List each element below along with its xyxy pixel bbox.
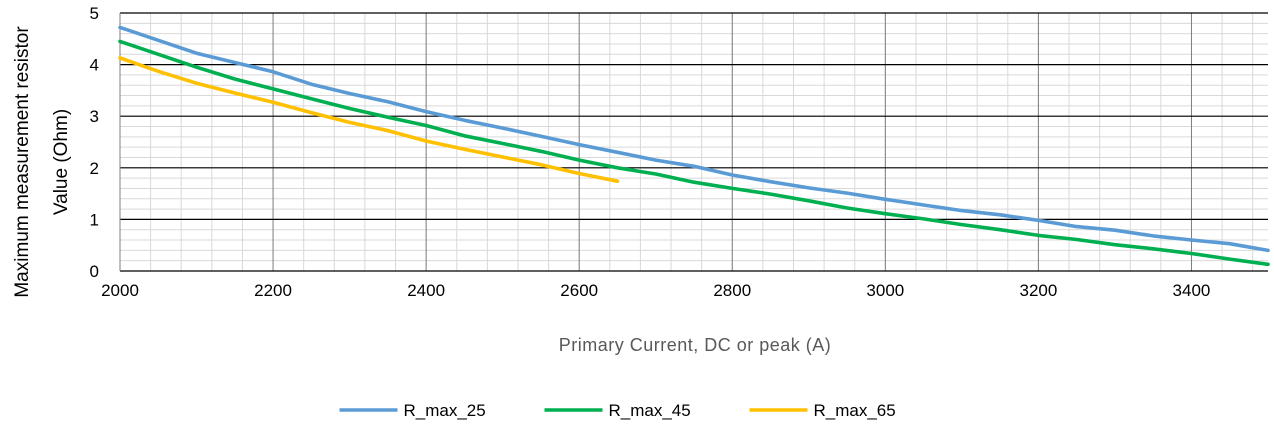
y-tick-label: 4 [90, 56, 99, 75]
x-tick-label: 3000 [866, 281, 904, 300]
y-tick-label: 3 [90, 107, 99, 126]
y-axis-ticks: 0 1 2 3 4 5 [90, 4, 99, 281]
series-lines [118, 25, 1270, 267]
x-tick-label: 2000 [101, 281, 139, 300]
major-gridlines [119, 12, 1268, 272]
y-axis-label-line-2: Value (Ohm) [51, 109, 72, 215]
x-tick-label: 2400 [407, 281, 445, 300]
y-tick-label: 2 [90, 159, 99, 178]
x-axis-ticks: 2000 2200 2400 2600 2800 3000 3200 3400 [101, 281, 1210, 300]
x-axis-label: Primary Current, DC or peak (A) [559, 335, 832, 355]
legend-label-r-max-25: R_max_25 [404, 401, 486, 420]
x-tick-label: 2800 [713, 281, 751, 300]
y-tick-label: 1 [90, 210, 99, 229]
series-line-r-max-65 [118, 56, 620, 183]
legend-label-r-max-45: R_max_45 [609, 401, 691, 420]
series-line-r-max-25 [118, 25, 1270, 253]
y-axis-label-line-1: Maximum measurement resistor [12, 26, 33, 298]
series-line-r-max-45 [118, 39, 1270, 267]
x-tick-label: 3200 [1019, 281, 1057, 300]
legend-label-r-max-65: R_max_65 [814, 401, 896, 420]
y-tick-label: 5 [90, 4, 99, 23]
x-tick-label: 2600 [560, 281, 598, 300]
legend: R_max_25 R_max_45 R_max_65 [339, 401, 896, 420]
x-tick-label: 3400 [1173, 281, 1211, 300]
minor-gridlines [119, 12, 1268, 272]
y-tick-label: 0 [90, 262, 99, 281]
x-tick-label: 2200 [254, 281, 292, 300]
